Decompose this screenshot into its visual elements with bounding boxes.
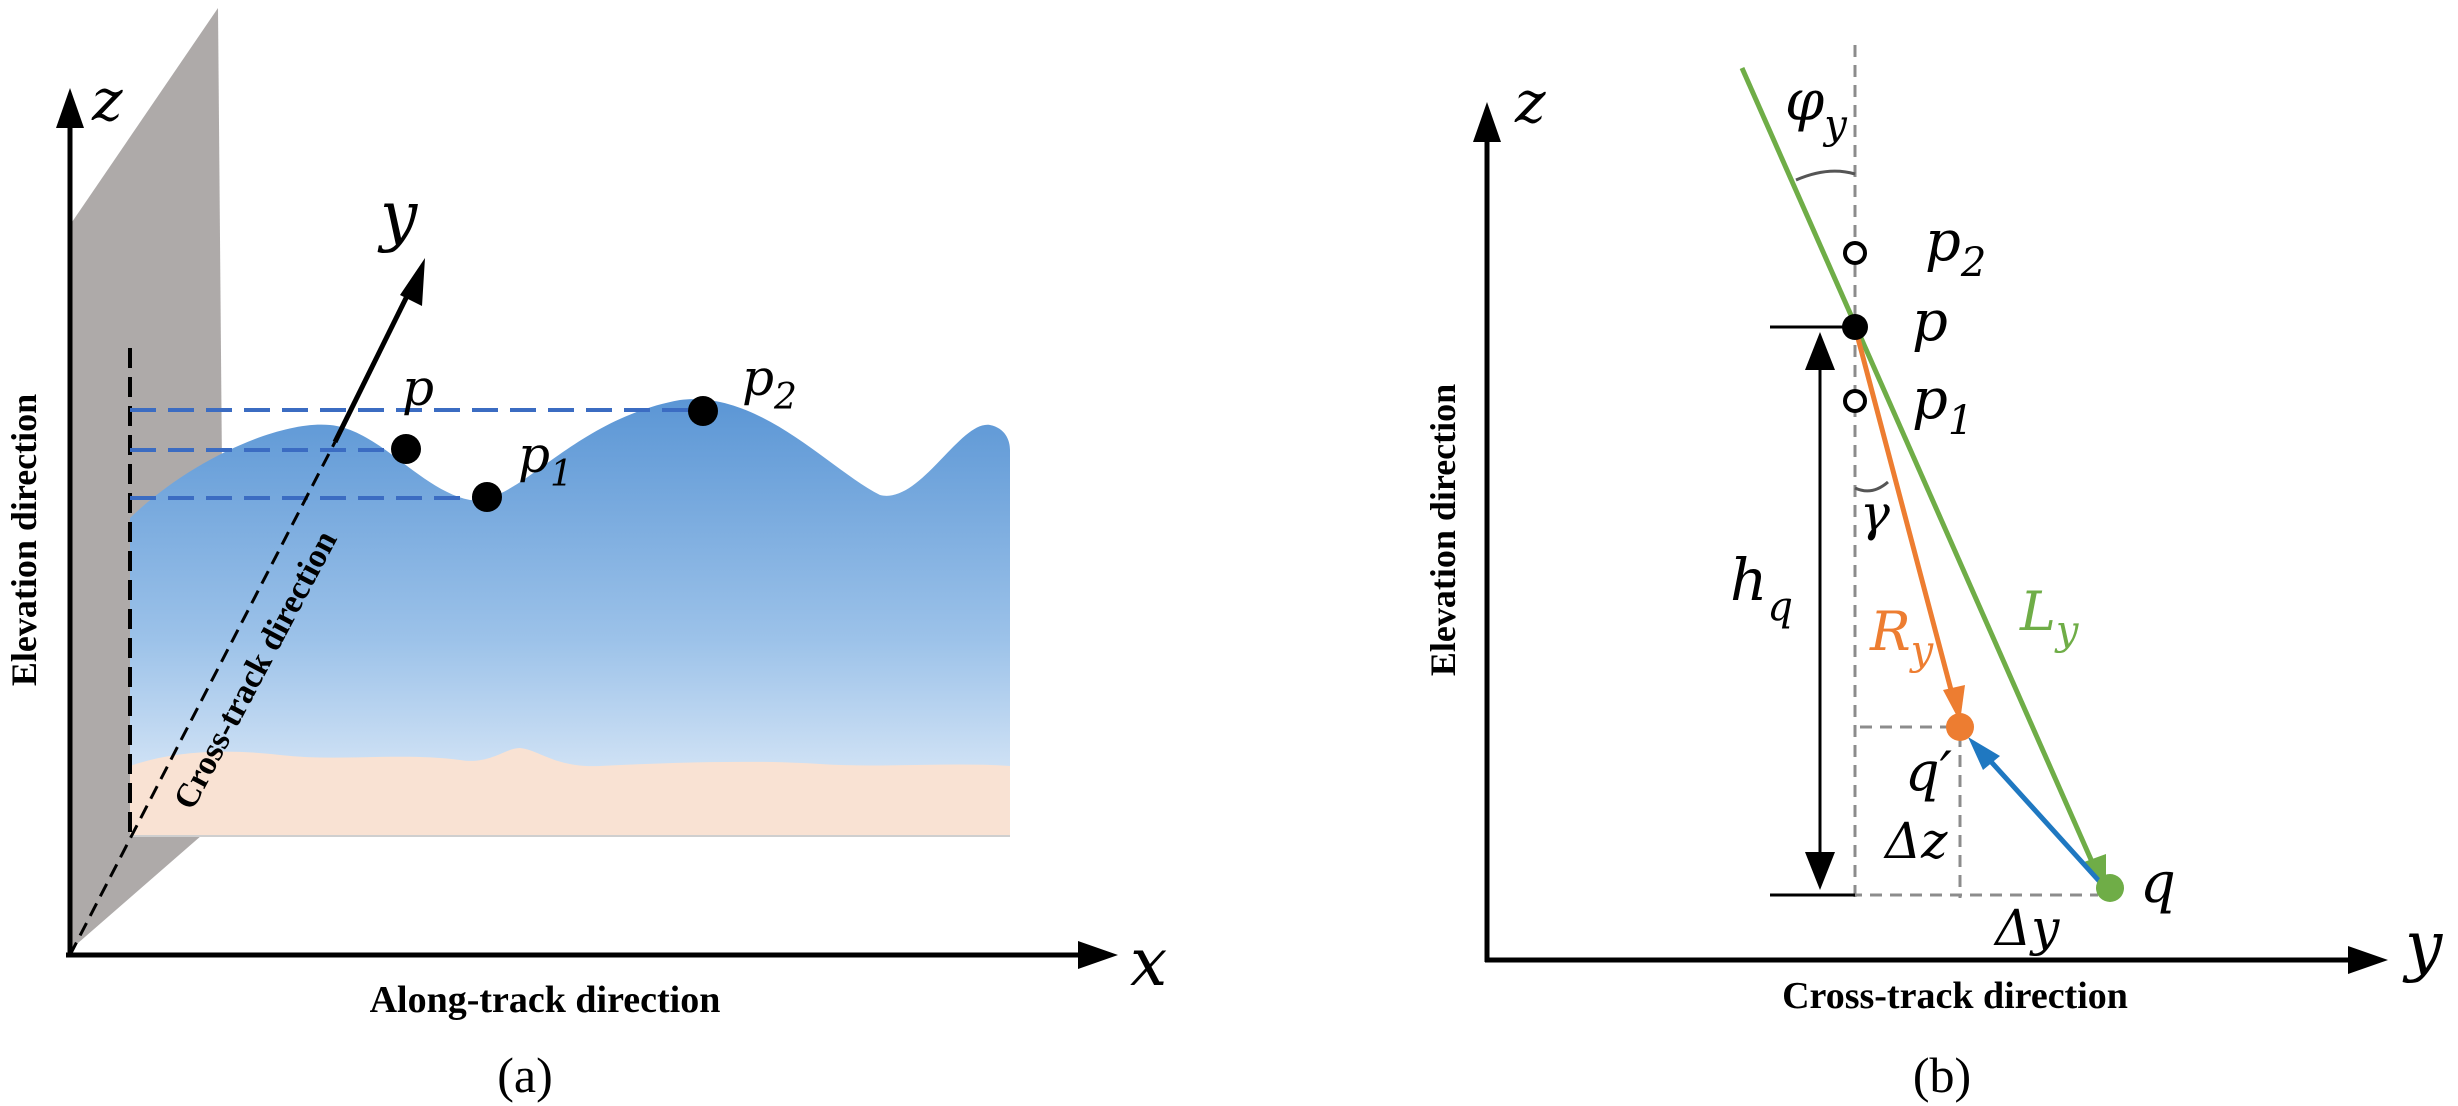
ry-label: Ry [1869,600,1935,674]
line-ly [1739,66,2103,882]
point-p-b [1842,314,1868,340]
label-p2-b: p2 [1925,209,1986,286]
hq-arrow-up [1805,332,1835,370]
gamma-angle-arc [1854,480,1889,493]
z-axis-b-label: z [1514,68,1546,136]
panel-b: z y hq [1423,45,2443,1103]
qprime-label: q′ [1905,740,1952,803]
gamma-label: γ [1860,484,1890,542]
cross-track-direction-b: Cross-track direction [1782,975,2128,1017]
label-p-b: p [1912,289,1948,354]
elevation-direction-b: Elevation direction [1423,384,1463,676]
point-p1-b [1843,389,1867,413]
elevation-direction-a: Elevation direction [4,394,44,686]
hq-label: hq [1730,546,1793,630]
phi-label: φy [1785,69,1848,148]
y-axis-a-solid [332,288,413,444]
line-ry-arrowhead [1943,685,1965,722]
caption-a: (a) [497,1047,553,1103]
y-axis-b-label: y [2402,907,2443,984]
line-q-to-qprime-arrowhead [1968,737,2000,770]
label-p-a: p [402,359,434,417]
hq-arrow-down [1805,852,1835,890]
water-surface [130,399,1010,836]
point-p1-a [472,482,502,512]
label-p1-b: p1 [1912,367,1973,444]
line-ry [1852,326,1958,706]
x-axis-a-arrowhead [1078,941,1118,969]
q-label: q [2140,851,2176,916]
caption-b: (b) [1913,1047,1971,1103]
y-axis-a-dashed [68,441,337,956]
point-q [2096,874,2124,902]
point-p-a [391,434,421,464]
along-track-direction-label: Along-track direction [370,979,721,1021]
z-axis-a-arrowhead [56,88,84,128]
y-axis-a-label: y [377,177,418,254]
point-qprime [1946,713,1974,741]
ly-label: Ly [2019,580,2080,654]
delta-z-label: Δz [1883,812,1948,870]
label-p2-a: p2 [742,349,797,418]
panel-a: z x y p p1 p2 Elevation direction Cross-… [4,8,1167,1103]
y-axis-a-arrowhead [400,258,425,306]
sediment-layer [130,748,1010,836]
y-axis-b-arrowhead [2348,946,2388,974]
label-p1-a: p1 [518,426,573,495]
delta-y-label: Δy [1993,899,2060,957]
line-q-to-qprime [1983,753,2102,884]
point-p2-b [1843,241,1867,265]
z-axis-a-label: z [91,66,123,134]
x-axis-a-label: x [1130,924,1167,1001]
z-axis-b-arrowhead [1473,102,1501,142]
point-p2-a [688,396,718,426]
phi-angle-arc [1795,169,1856,182]
